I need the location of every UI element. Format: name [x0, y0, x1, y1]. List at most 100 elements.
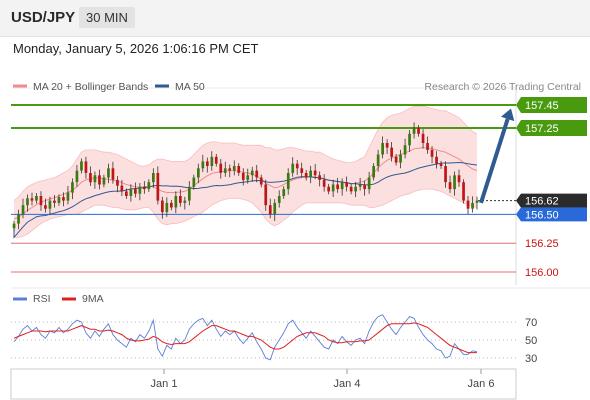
candle-body — [268, 205, 272, 215]
candle — [223, 161, 227, 177]
candle — [331, 179, 335, 198]
candle — [35, 193, 38, 204]
time-tick-label: Jan 6 — [468, 378, 495, 390]
rsi-legend-swatch — [13, 297, 27, 301]
candle — [116, 176, 119, 193]
candle — [134, 182, 137, 198]
candle-body — [313, 170, 317, 176]
candle-body — [156, 173, 160, 201]
candle-body — [273, 202, 277, 215]
candle — [421, 129, 425, 149]
support-label: 156.00 — [525, 267, 559, 279]
candle-body — [138, 186, 142, 194]
candle-body — [188, 186, 191, 201]
candle-body — [264, 184, 268, 206]
candle — [228, 164, 232, 178]
candle-body — [448, 182, 452, 190]
candle — [394, 153, 398, 166]
candle-body — [340, 182, 344, 190]
candle-body — [318, 175, 321, 180]
candle — [170, 200, 173, 211]
candle-body — [237, 166, 241, 173]
candle-body — [385, 143, 389, 148]
candle-body — [246, 175, 250, 180]
candle — [156, 166, 160, 205]
candle — [300, 162, 304, 178]
target-arrow-layer — [479, 108, 515, 204]
candle — [214, 153, 218, 167]
candle — [327, 183, 330, 195]
datetime-label: Monday, January 5, 2026 1:06:16 PM CET — [13, 41, 259, 56]
support-label: 156.25 — [525, 238, 559, 250]
candle-body — [403, 145, 407, 155]
candle-body — [304, 173, 308, 178]
price-level-layer — [11, 104, 516, 273]
candle-body — [381, 143, 384, 155]
candle-body — [250, 170, 254, 176]
candle-body — [129, 189, 133, 196]
candle-body — [358, 184, 362, 187]
timeframe-button[interactable]: 30 MIN — [79, 7, 135, 28]
resistance-label-box — [516, 120, 587, 137]
candle-body — [93, 175, 97, 183]
target-arrow-head — [501, 108, 515, 122]
bollinger-lower-line — [14, 188, 478, 238]
candle — [152, 168, 155, 188]
bollinger-band-area — [14, 106, 477, 238]
candle — [75, 165, 79, 187]
rsi-ma-line — [13, 322, 477, 354]
candle-body — [399, 154, 402, 163]
candle-body — [345, 182, 348, 187]
candle — [80, 158, 83, 174]
time-axis-layer: Jan 1 Jan 4 Jan 6 — [151, 369, 495, 390]
research-credit: Research © 2026 Trading Central — [424, 81, 581, 93]
candle — [26, 194, 29, 212]
candle — [48, 196, 52, 216]
candle — [12, 220, 16, 232]
candle — [62, 192, 65, 207]
candle — [408, 129, 411, 152]
candle — [448, 175, 452, 193]
candle — [466, 195, 470, 215]
candle — [390, 141, 393, 162]
header-bar: USD/JPY 30 MIN — [0, 0, 590, 37]
candle — [399, 149, 402, 169]
candle-body — [17, 214, 20, 224]
candle — [444, 161, 447, 188]
candle-body — [89, 173, 92, 183]
candle — [232, 160, 236, 176]
candle — [268, 198, 272, 219]
candle-body — [80, 161, 83, 171]
time-tick-label: Jan 4 — [334, 378, 361, 390]
candle-body — [336, 184, 339, 190]
candle-body — [75, 170, 79, 183]
candle — [372, 163, 375, 181]
candle — [291, 157, 295, 177]
candle-body — [309, 170, 312, 178]
candle-body — [412, 128, 416, 134]
candle-body — [183, 200, 187, 203]
candle — [246, 168, 250, 184]
candle-body — [57, 197, 61, 203]
candle-body — [21, 205, 25, 215]
candle — [125, 188, 128, 199]
candle-body — [435, 156, 438, 164]
candle — [44, 198, 47, 213]
candle-body — [66, 192, 70, 201]
candle — [174, 191, 178, 214]
candle-body — [134, 189, 137, 194]
candle — [197, 163, 200, 184]
ma50-legend-swatch — [155, 84, 169, 88]
candle-body — [152, 173, 155, 183]
candle — [273, 199, 277, 221]
candle — [71, 178, 74, 200]
candle-body — [394, 156, 398, 163]
candle-body — [376, 154, 380, 166]
candle-body — [349, 186, 353, 192]
candle-body — [444, 166, 447, 183]
candle — [102, 174, 106, 188]
candle-body — [12, 223, 16, 229]
